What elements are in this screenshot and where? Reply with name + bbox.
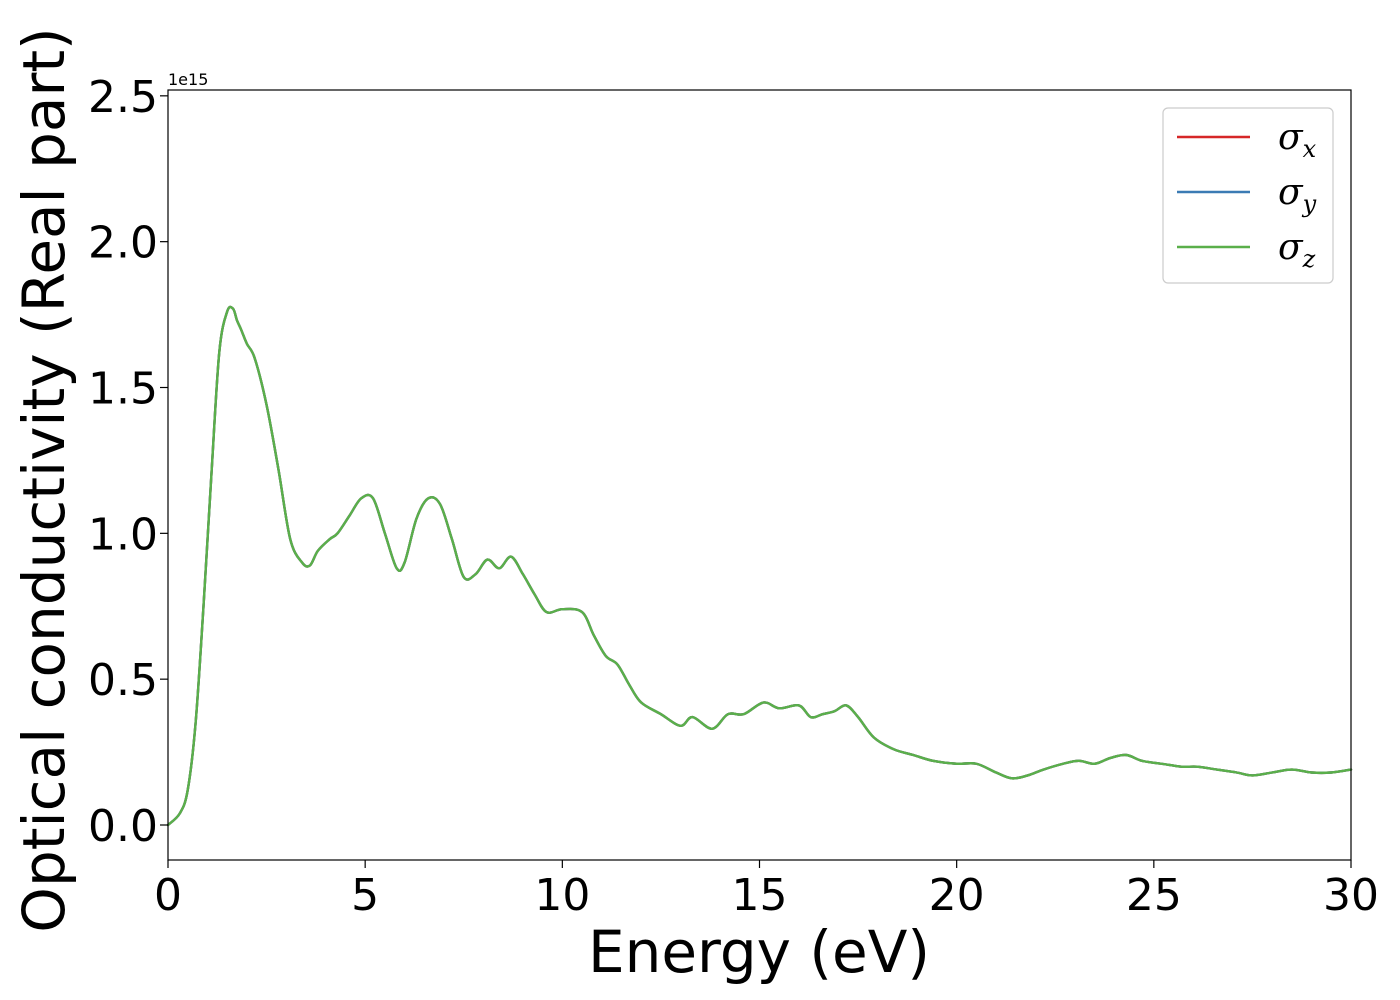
x-tick-label: 20 [929,870,985,921]
y-tick-label: 0.5 [88,655,158,706]
y-tick-label: 0.0 [88,801,158,852]
y-tick-label: 1.0 [88,509,158,560]
x-tick-label: 5 [351,870,379,921]
series-line-z [166,305,1353,827]
y-tick-label: 2.5 [88,72,158,123]
y-tick-label: 2.0 [88,218,158,269]
legend-label-x: σx [1278,117,1317,163]
legend-label-z: σz [1278,227,1316,273]
x-tick-label: 25 [1126,870,1182,921]
x-axis-ticks: 0 5 10 15 20 25 30 [154,860,1379,921]
x-tick-label: 15 [732,870,788,921]
y-axis-title: Optical conductivity (Real part) [10,27,78,932]
legend-entries: σx σy σz [1177,117,1317,273]
x-tick-label: 0 [154,870,182,921]
x-tick-label: 10 [534,870,590,921]
plot-area-background [168,90,1351,860]
y-axis-ticks: 0.0 0.5 1.0 1.5 2.0 2.5 [88,72,168,852]
legend-frame [1162,107,1334,284]
x-tick-label: 30 [1323,870,1379,921]
legend-label-y: σy [1278,172,1317,218]
x-axis-title: Energy (eV) [588,918,930,986]
y-tick-label: 1.5 [88,364,158,415]
series-layer [166,305,1353,827]
y-offset-label: 1e15 [168,70,208,89]
legend: σx σy σz [1162,107,1334,284]
